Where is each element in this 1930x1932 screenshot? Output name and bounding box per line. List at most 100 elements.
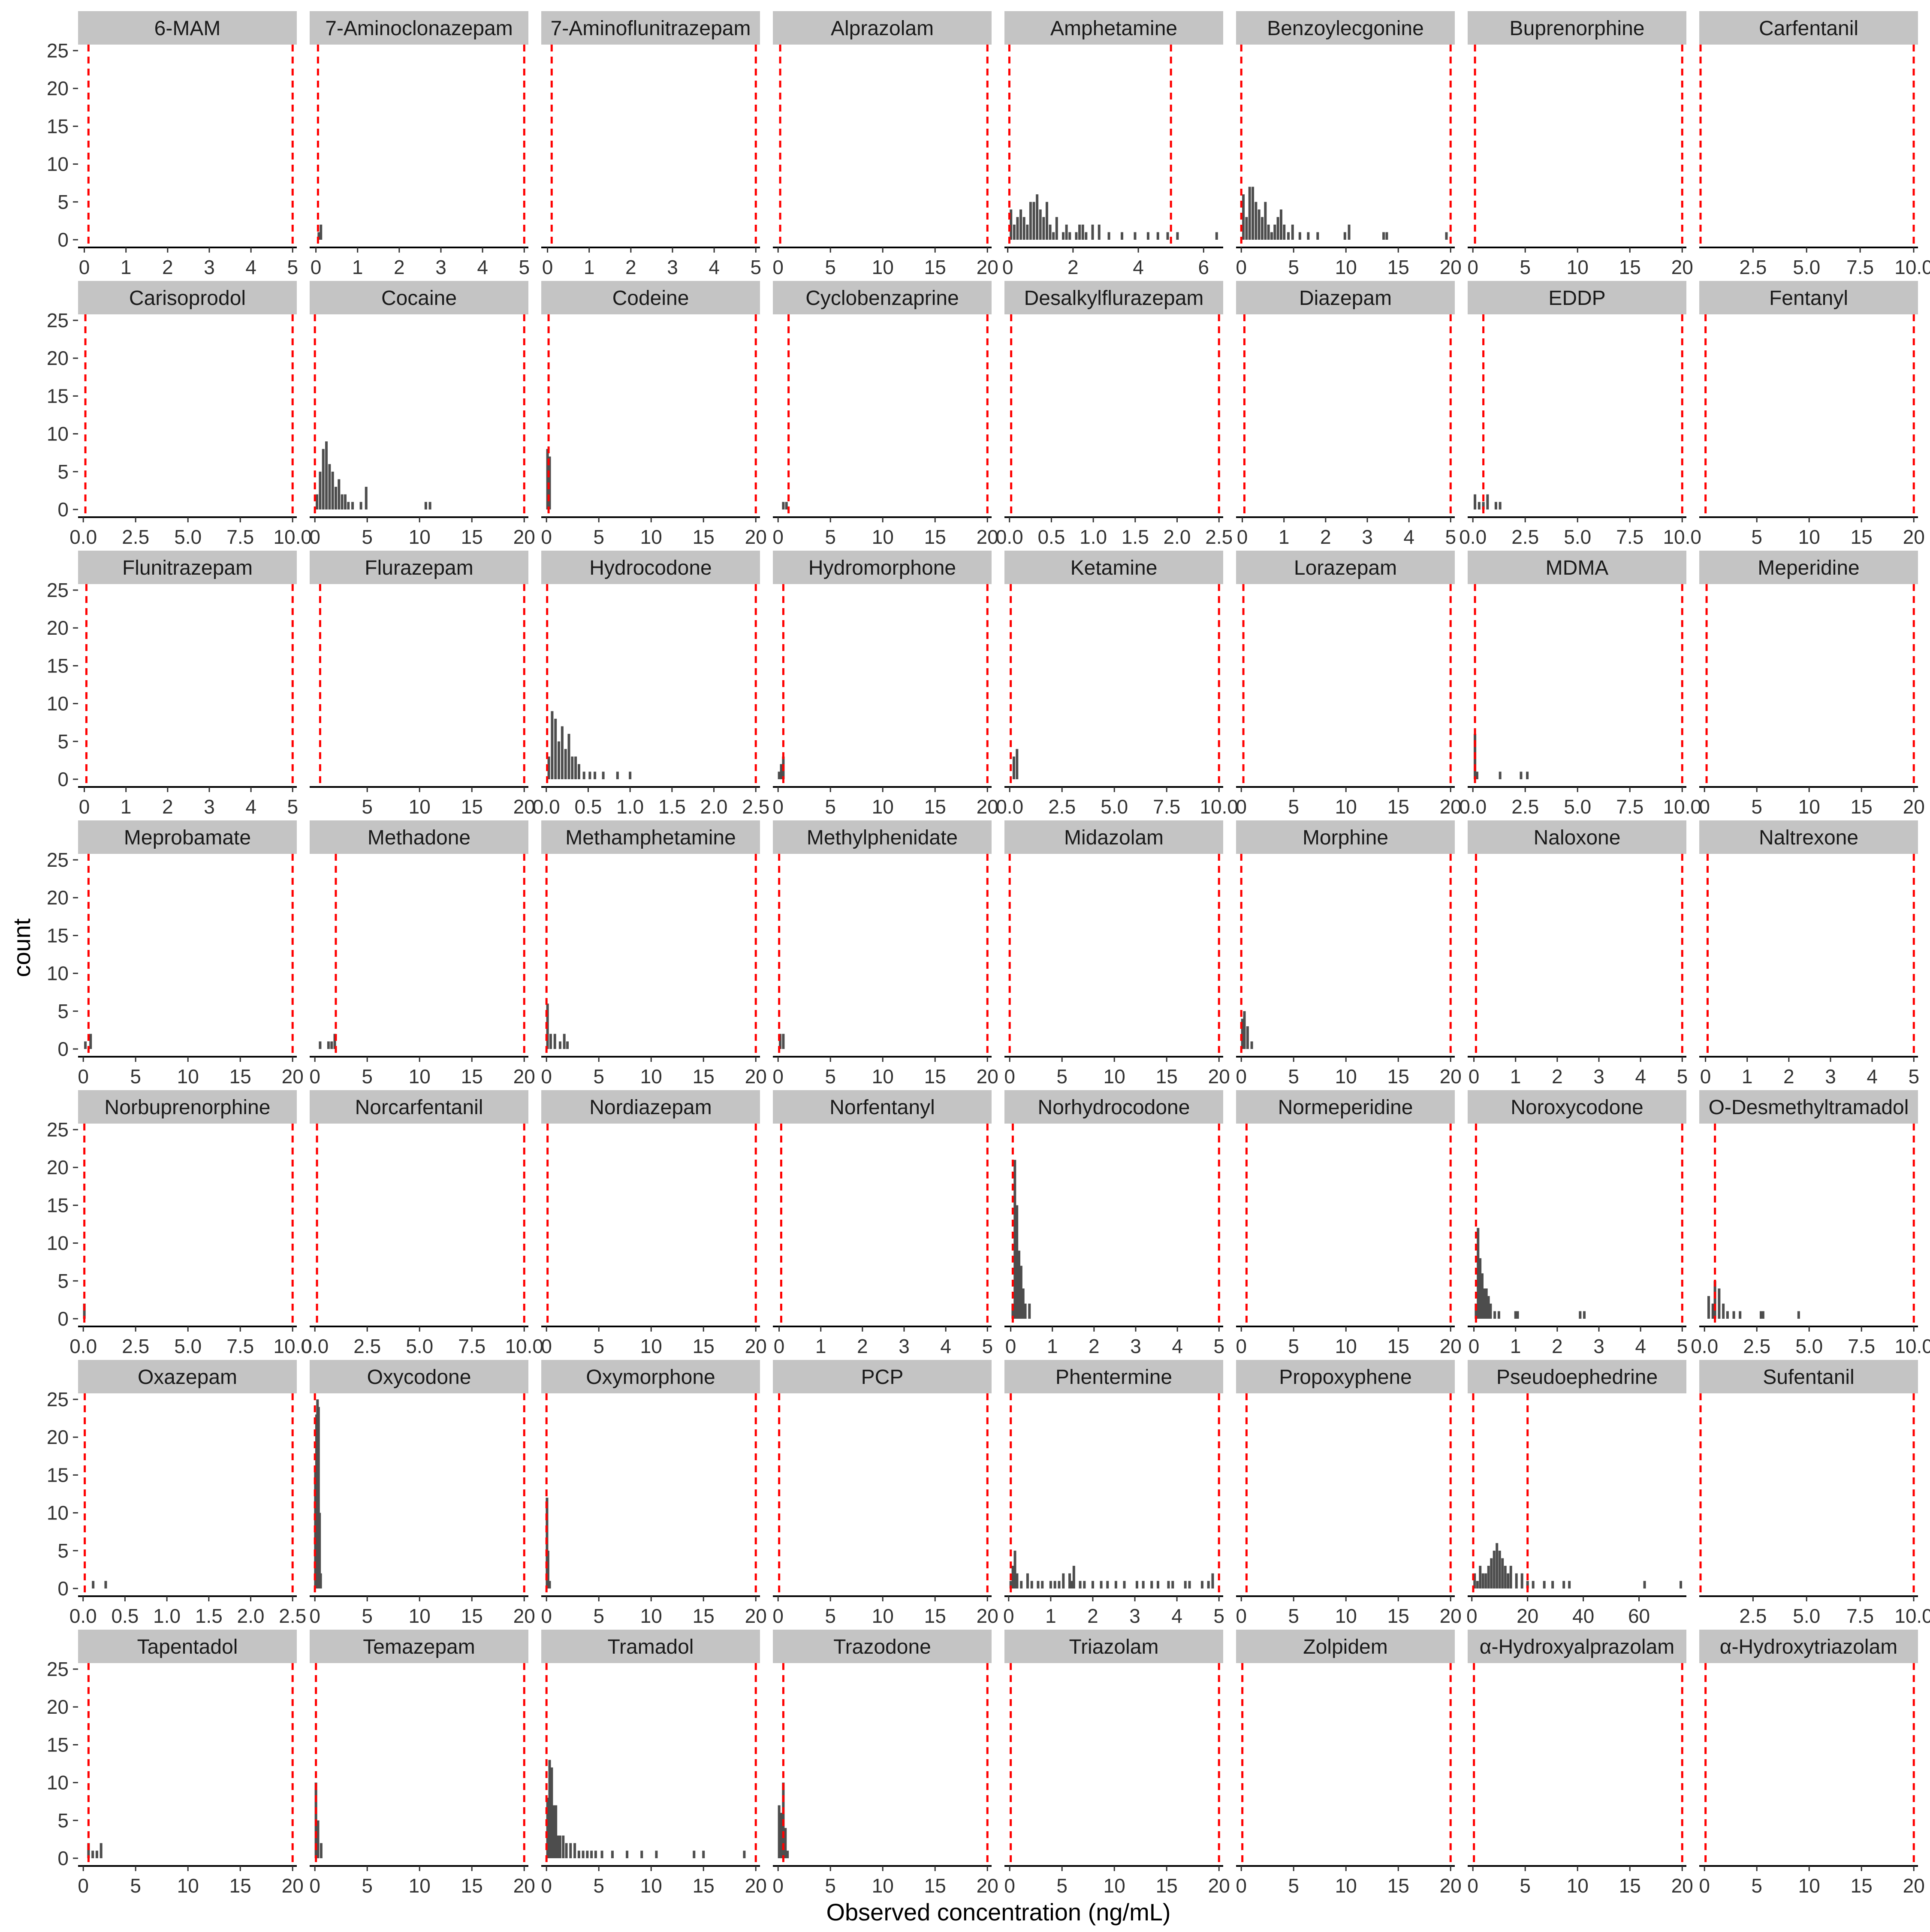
x-tick-label: 4	[477, 256, 488, 278]
histogram-bar	[1106, 1581, 1109, 1588]
facet-panel: Flunitrazepam 0 1 2 3 4 5 0 5 10 15 20 25	[47, 551, 298, 818]
histogram-bar	[1486, 494, 1489, 509]
x-tick-label: 10	[640, 526, 662, 548]
x-tick-label: 10.0	[1663, 526, 1701, 548]
facet-title: Methamphetamine	[565, 826, 736, 849]
facet-title: EDDP	[1548, 287, 1605, 310]
histogram-bar	[1501, 1558, 1504, 1588]
facet-strip	[773, 1360, 992, 1393]
facet-strip	[1236, 551, 1455, 584]
x-tick-label: 0	[542, 256, 553, 278]
x-tick-label: 7.5	[1616, 526, 1644, 548]
histogram-bar	[318, 1513, 321, 1588]
x-tick-label: 20	[977, 1605, 998, 1627]
x-tick-label: 5.0	[1564, 526, 1591, 548]
histogram-bar	[1171, 1581, 1174, 1588]
histogram-bar	[359, 502, 362, 509]
facet-panel: Temazepam 0 5 10 15 20	[309, 1630, 535, 1897]
x-tick-label: 1.5	[658, 796, 686, 818]
histogram-bar	[1713, 1281, 1716, 1319]
histogram-bar	[1583, 1311, 1586, 1319]
x-tick-label: 5.0	[1564, 796, 1591, 818]
x-tick-label: 0	[1236, 1875, 1247, 1897]
y-tick-label: 25	[47, 1658, 69, 1680]
histogram-bar	[640, 1851, 643, 1858]
facet-panel: Methamphetamine 0 5 10 15 20	[541, 820, 767, 1088]
x-tick-label: 2.5	[353, 1335, 381, 1357]
facet-strip	[541, 1630, 760, 1663]
histogram-bar	[1142, 1581, 1145, 1588]
facet-strip	[541, 1090, 760, 1124]
facet-panel: Oxazepam 0.0 0.5 1.0 1.5 2.0 2.5 0 5 10 15 20 25	[47, 1360, 306, 1627]
x-tick-label: 2.5	[1739, 1605, 1767, 1627]
histogram-bar	[428, 502, 431, 509]
x-tick-label: 10	[177, 1875, 199, 1897]
x-tick-label: 2.5	[1743, 1335, 1770, 1357]
histogram-bar	[1568, 1581, 1571, 1588]
x-tick-label: 0	[541, 1875, 552, 1897]
histogram-bar	[1307, 232, 1310, 240]
x-tick-label: 0	[79, 256, 90, 278]
facet-strip	[541, 281, 760, 314]
histogram-bar	[1481, 1573, 1484, 1588]
x-tick-label: 0	[774, 1335, 785, 1357]
x-tick-label: 1	[1045, 1605, 1056, 1627]
histogram-bar	[1348, 224, 1351, 240]
x-tick-label: 15	[693, 1875, 715, 1897]
x-tick-label: 2	[625, 256, 636, 278]
histogram-bar	[1091, 1581, 1094, 1588]
facet-strip	[310, 1360, 528, 1393]
histogram-bar	[1053, 1581, 1056, 1588]
histogram-bar	[1722, 1303, 1725, 1319]
histogram-bar	[582, 1851, 585, 1858]
y-tick-label: 25	[47, 1118, 69, 1141]
histogram-bar	[1091, 224, 1094, 240]
x-tick-label: 5	[1288, 1065, 1299, 1088]
facet-strip	[1699, 551, 1918, 584]
y-tick-label: 15	[47, 1464, 69, 1486]
x-tick-label: 60	[1628, 1605, 1650, 1627]
x-tick-label: 20	[1903, 796, 1925, 818]
facet-strip	[1004, 1090, 1223, 1124]
y-tick-label: 10	[47, 423, 69, 445]
histogram-bar	[1013, 1550, 1016, 1588]
x-tick-label: 4	[1403, 526, 1414, 548]
x-tick-label: 2	[1320, 526, 1331, 548]
x-tick-label: 5	[750, 256, 761, 278]
x-tick-label: 0	[309, 1875, 320, 1897]
histogram-bar	[1643, 1581, 1646, 1588]
facet-strip	[1004, 11, 1223, 45]
histogram-bar	[616, 772, 619, 779]
histogram-bar	[655, 1851, 658, 1858]
x-tick-label: 0	[309, 1605, 320, 1627]
x-tick-label: 5	[825, 526, 836, 548]
facet-title: α-Hydroxytriazolam	[1720, 1636, 1898, 1658]
histogram-bar	[549, 1034, 552, 1049]
x-tick-label: 10.0	[1894, 1335, 1930, 1357]
facet-panel: Pseudoephedrine 0 20 40 60	[1466, 1360, 1686, 1627]
x-tick-label: 0.5	[111, 1605, 139, 1627]
x-tick-label: 10	[1104, 1065, 1125, 1088]
histogram-bar	[1018, 1251, 1020, 1319]
x-tick-label: 2.5	[1511, 796, 1539, 818]
histogram-bar	[1494, 502, 1497, 509]
histogram-bar	[1134, 232, 1137, 240]
x-tick-label: 15	[924, 256, 946, 278]
histogram-bar	[1445, 232, 1448, 240]
x-tick-label: 5	[982, 1335, 993, 1357]
facet-title: Cyclobenzaprine	[805, 287, 959, 310]
histogram-bar	[1258, 209, 1261, 240]
histogram-bar	[1013, 1160, 1016, 1319]
x-tick-label: 0	[772, 1065, 784, 1088]
facet-strip	[541, 11, 760, 45]
x-tick-label: 10	[1798, 526, 1820, 548]
facet-panel: Naloxone 0 1 2 3 4 5	[1468, 820, 1688, 1088]
x-tick-label: 15	[1156, 1065, 1178, 1088]
x-tick-label: 20	[513, 1605, 535, 1627]
x-tick-label: 20	[1440, 256, 1462, 278]
histogram-bar	[780, 1813, 783, 1858]
histogram-bar	[743, 1851, 746, 1858]
x-tick-label: 5	[1288, 796, 1299, 818]
histogram-bar	[1065, 224, 1068, 240]
